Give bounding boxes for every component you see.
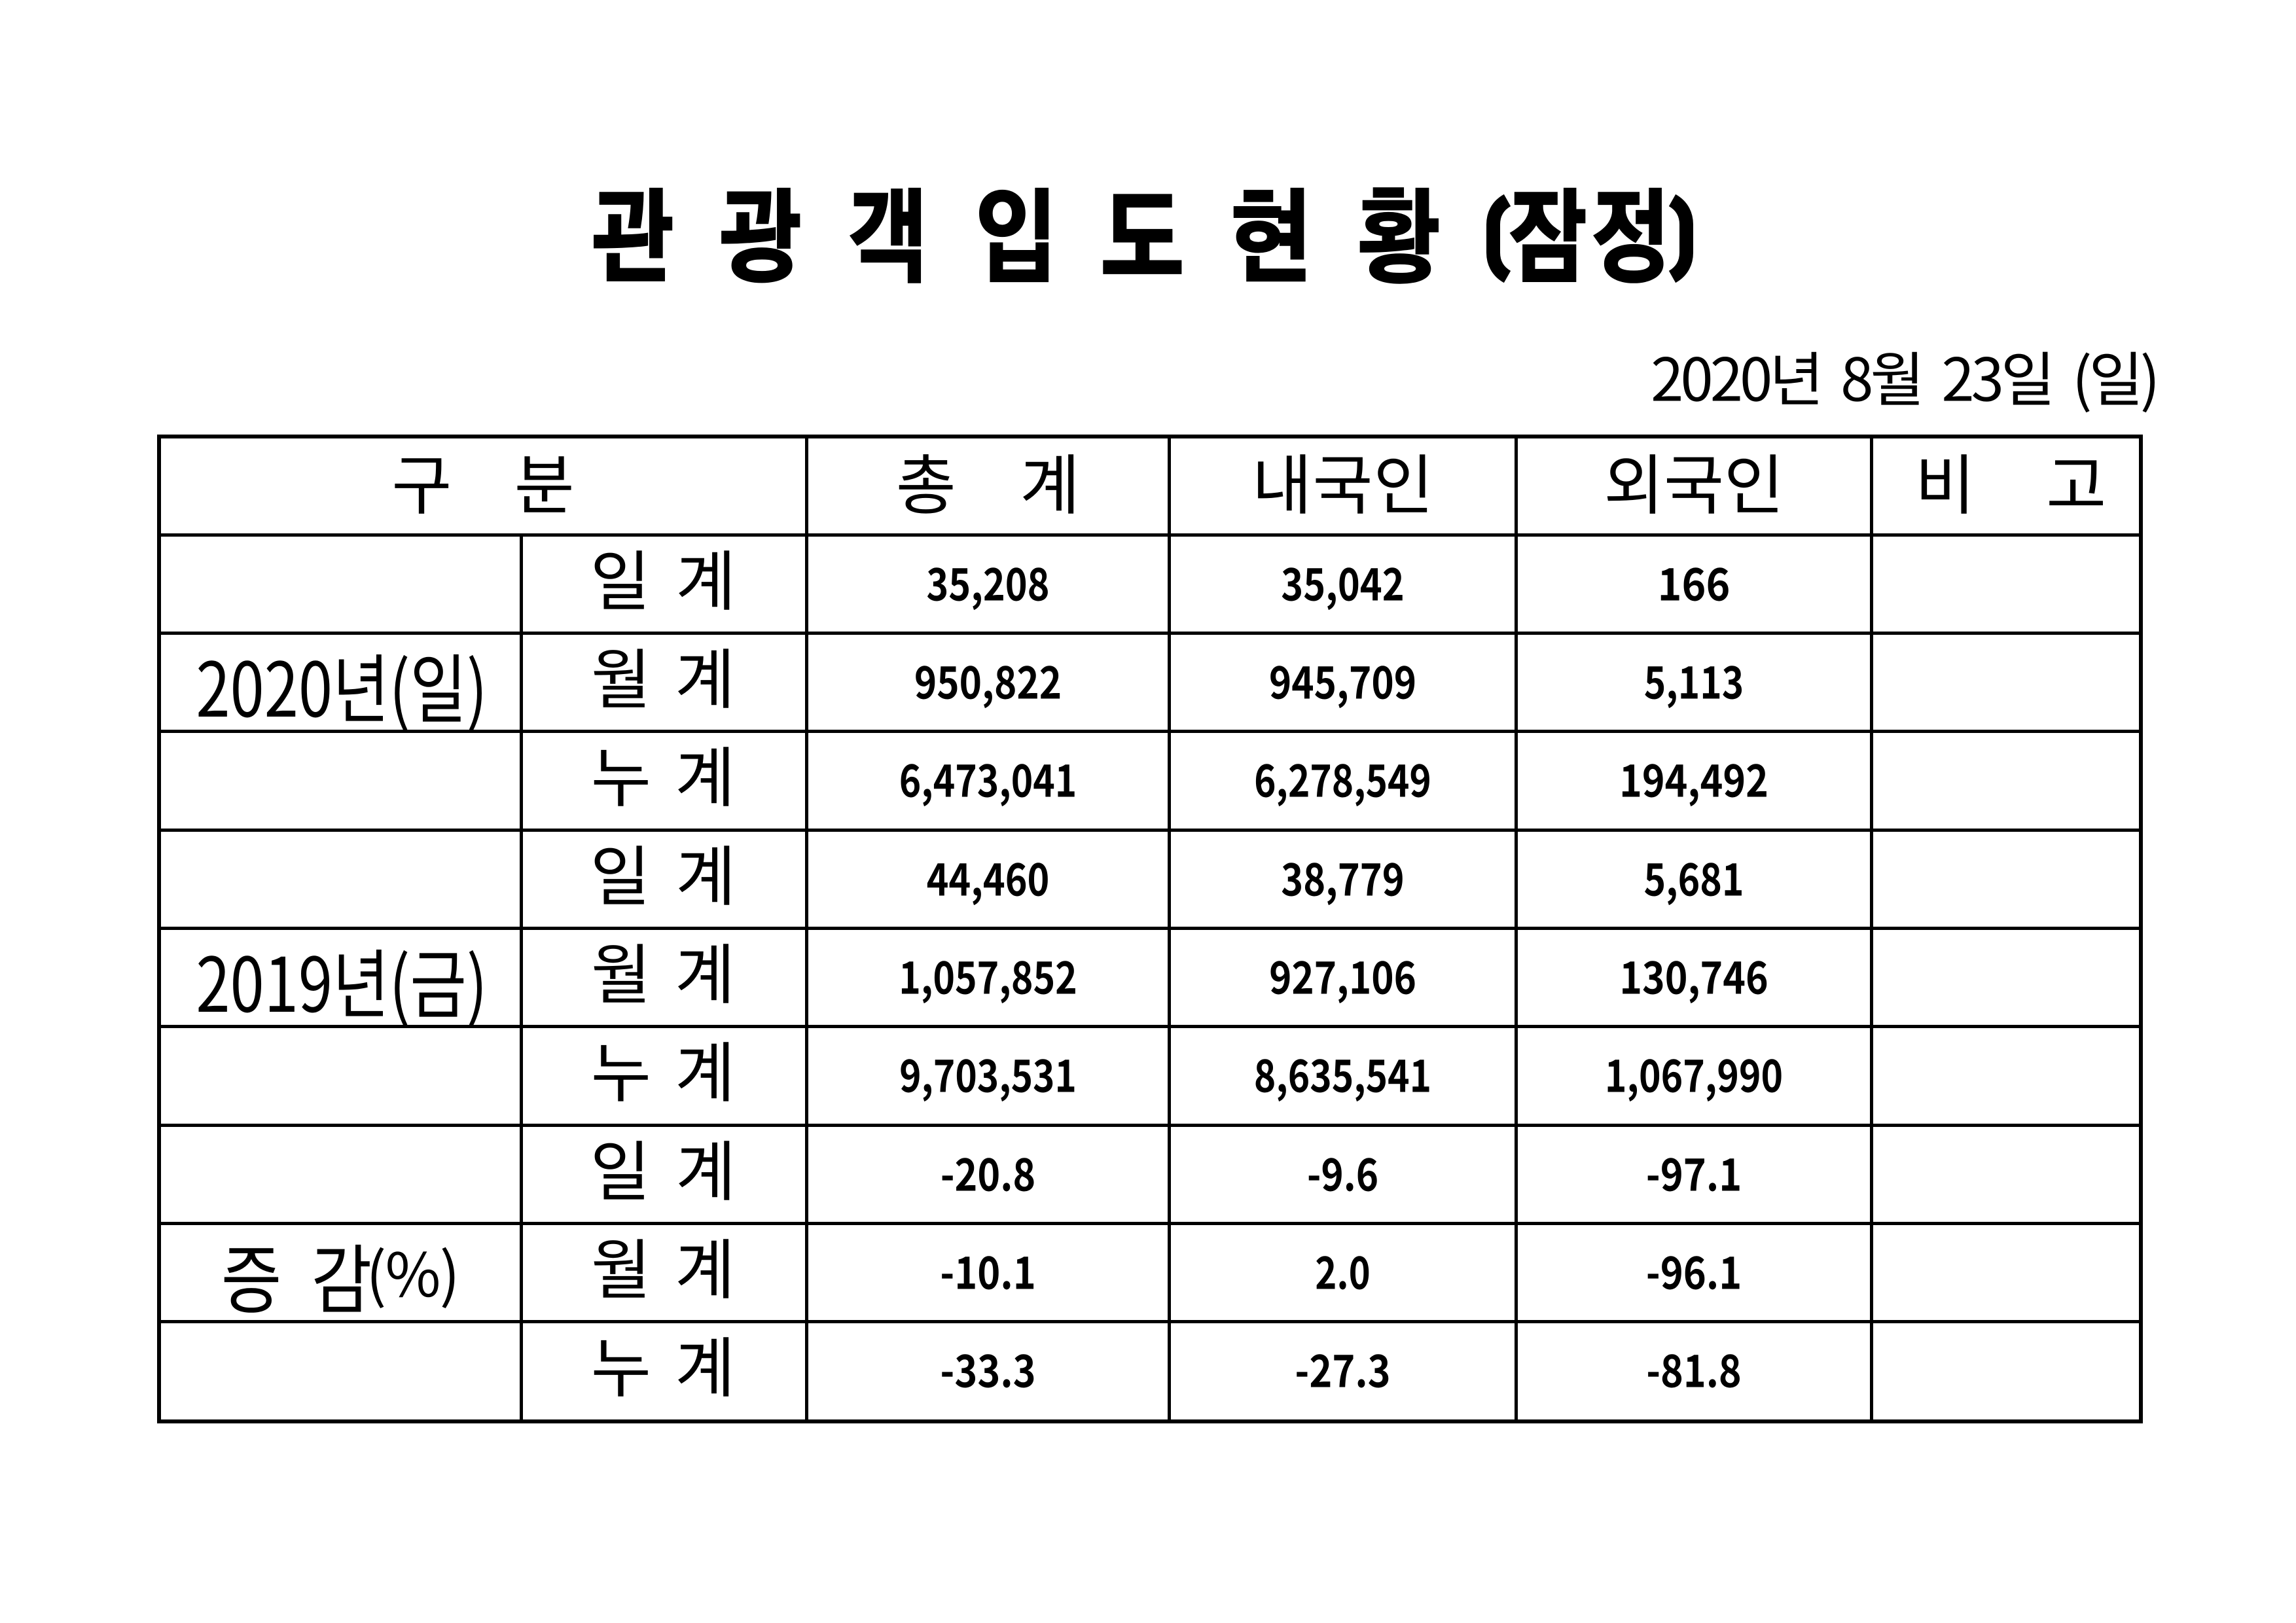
- svg-text:일 계: 일 계: [590, 1119, 736, 1214]
- svg-text:2019년(금): 2019년(금): [196, 925, 487, 1034]
- svg-text:5,681: 5,681: [1643, 844, 1744, 909]
- svg-text:8,635,541: 8,635,541: [1254, 1041, 1431, 1105]
- svg-text:166: 166: [1658, 549, 1731, 614]
- svg-text:1,057,852: 1,057,852: [899, 942, 1077, 1007]
- svg-text:(%): (%): [366, 1227, 460, 1314]
- svg-text:9,703,531: 9,703,531: [899, 1041, 1077, 1105]
- svg-text:35,042: 35,042: [1281, 549, 1404, 614]
- svg-text:잠정: 잠정: [1507, 187, 1670, 294]
- svg-text:일 계: 일 계: [590, 824, 736, 919]
- svg-text:-33.3: -33.3: [940, 1336, 1035, 1400]
- svg-text:월 계: 월 계: [591, 1217, 735, 1312]
- svg-text:927,106: 927,106: [1269, 942, 1416, 1007]
- svg-text:35,208: 35,208: [926, 549, 1049, 614]
- svg-text:-96.1: -96.1: [1646, 1238, 1742, 1302]
- svg-text:-81.8: -81.8: [1646, 1336, 1742, 1400]
- svg-text:-10.1: -10.1: [940, 1238, 1036, 1302]
- svg-text:-20.8: -20.8: [941, 1139, 1036, 1204]
- svg-text:누 계: 누 계: [591, 1020, 736, 1115]
- svg-text:관 광 객 입 도 현 황: 관 광 객 입 도 현 황: [588, 187, 1441, 294]
- svg-text:일 계: 일 계: [590, 529, 736, 624]
- svg-text:44,460: 44,460: [927, 844, 1050, 909]
- svg-text:누 계: 누 계: [591, 725, 736, 820]
- svg-text:월 계: 월 계: [591, 627, 735, 722]
- svg-text:-97.1: -97.1: [1646, 1139, 1742, 1204]
- svg-text:총 계: 총 계: [896, 433, 1081, 527]
- svg-text:5,113: 5,113: [1644, 647, 1744, 712]
- svg-text:1,067,990: 1,067,990: [1605, 1041, 1783, 1105]
- svg-text:-9.6: -9.6: [1307, 1139, 1378, 1204]
- svg-text:내국인: 내국인: [1252, 433, 1434, 527]
- svg-text:2020년(일): 2020년(일): [196, 630, 487, 739]
- svg-text:월 계: 월 계: [591, 922, 735, 1017]
- svg-text:-27.3: -27.3: [1295, 1336, 1390, 1400]
- svg-text:2020년 8월 23일 (일): 2020년 8월 23일 (일): [1651, 333, 2160, 419]
- svg-text:증 감: 증 감: [221, 1221, 372, 1329]
- svg-text:구 분: 구 분: [391, 433, 574, 527]
- svg-text:130,746: 130,746: [1619, 942, 1768, 1007]
- svg-text:950,822: 950,822: [914, 647, 1062, 712]
- svg-text:2.0: 2.0: [1315, 1238, 1371, 1302]
- svg-text:945,709: 945,709: [1269, 647, 1416, 712]
- svg-text:6,278,549: 6,278,549: [1254, 745, 1431, 810]
- svg-text:6,473,041: 6,473,041: [899, 745, 1077, 810]
- svg-text:194,492: 194,492: [1619, 745, 1768, 810]
- svg-text:38,779: 38,779: [1281, 844, 1404, 909]
- svg-text:누 계: 누 계: [591, 1315, 736, 1410]
- svg-text:외국인: 외국인: [1604, 433, 1784, 527]
